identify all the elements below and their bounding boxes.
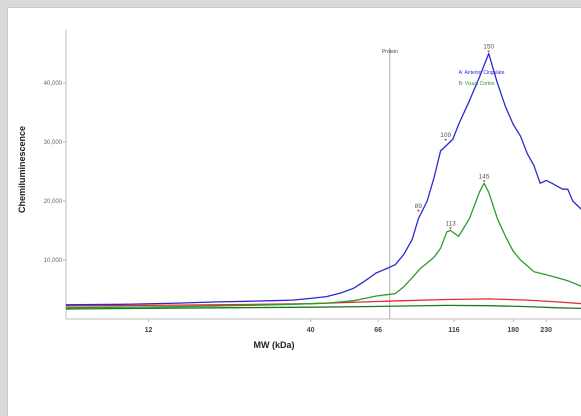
peak-label: 109 bbox=[440, 132, 451, 139]
x-tick-label: 66 bbox=[374, 327, 382, 334]
series-line-trace-3 bbox=[65, 304, 581, 310]
peak-label: 113 bbox=[445, 221, 456, 228]
peak-marker bbox=[416, 209, 420, 212]
plot-area: 10,000 20,000 30,000 40,000 12 40 66 116 180 230 M… bbox=[17, 30, 581, 350]
reference-line-label: Protein bbox=[382, 49, 398, 55]
x-tick-label: 40 bbox=[307, 327, 315, 334]
peak-marker bbox=[444, 139, 448, 142]
series-line-visual-cortex bbox=[65, 182, 581, 309]
peak-label: 145 bbox=[479, 173, 490, 180]
y-tick-label: 40,000 bbox=[44, 81, 63, 87]
chemiluminescence-chart: 10,000 20,000 30,000 40,000 12 40 66 116 180 230 M… bbox=[17, 30, 581, 350]
legend-entry: B: Visual Cortex bbox=[459, 81, 495, 87]
peak-label: 150 bbox=[483, 44, 494, 51]
x-tick-label: 180 bbox=[507, 327, 519, 334]
x-tick-label: 12 bbox=[145, 327, 153, 334]
series-line-anterior-cingulate bbox=[65, 52, 581, 306]
x-tick-label: 230 bbox=[540, 327, 552, 334]
y-tick-label: 20,000 bbox=[44, 199, 63, 205]
chart-panel: 10,000 20,000 30,000 40,000 12 40 66 116 180 230 M… bbox=[7, 7, 581, 416]
series-line-trace-2 bbox=[65, 298, 581, 307]
peak-marker bbox=[482, 180, 486, 183]
peak-label: 89 bbox=[415, 203, 423, 210]
y-tick-label: 10,000 bbox=[44, 258, 63, 264]
x-axis-title: MW (kDa) bbox=[254, 340, 295, 350]
y-axis-title: Chemiluminescence bbox=[17, 126, 27, 213]
x-tick-label: 116 bbox=[448, 327, 459, 334]
peak-marker bbox=[449, 227, 453, 230]
legend-entry: A: Anterior Cingulate bbox=[459, 70, 505, 76]
y-tick-label: 30,000 bbox=[44, 140, 63, 146]
peak-marker bbox=[487, 50, 491, 53]
